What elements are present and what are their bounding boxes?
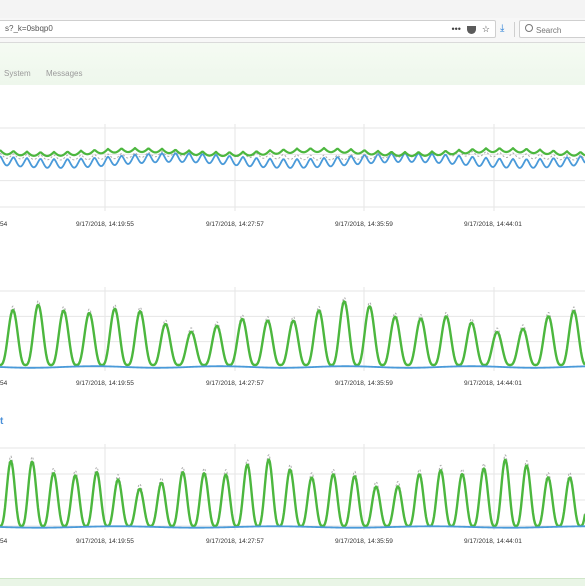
- browser-toolbar: s?_k=0sbqp0 ••• ☆ ⤓: [0, 18, 585, 43]
- series-line-blue: [0, 152, 585, 169]
- x-tick-label: 9/17/2018, 14:35:59: [335, 221, 393, 228]
- x-tick-label: 9/17/2018, 14:19:55: [76, 221, 134, 228]
- more-icon[interactable]: •••: [451, 24, 461, 34]
- star-icon[interactable]: ☆: [481, 24, 490, 34]
- chart-panel-1: 54 9/17/2018, 14:19:55 9/17/2018, 14:27:…: [0, 120, 585, 235]
- url-text: s?_k=0sbqp0: [5, 24, 53, 33]
- tab-messages[interactable]: Messages: [46, 69, 83, 78]
- x-tick-label: 54: [0, 221, 8, 228]
- url-bar-icons: ••• ☆: [451, 22, 490, 37]
- series-line-green: [0, 458, 585, 528]
- window-top-strip: [0, 0, 585, 19]
- bottom-bar: [0, 578, 585, 586]
- search-input[interactable]: [534, 22, 585, 38]
- x-tick-label: 9/17/2018, 14:44:01: [464, 221, 522, 228]
- panel-3-title: t: [0, 416, 4, 427]
- series-line-blue: [0, 525, 585, 529]
- page-header: System Messages: [0, 43, 585, 85]
- x-tick-label: 9/17/2018, 14:27:57: [206, 538, 264, 545]
- x-tick-label: 9/17/2018, 14:27:57: [206, 380, 264, 387]
- search-icon: [525, 24, 533, 32]
- chart-2-plot: [0, 287, 585, 371]
- series-line-dashed: [0, 150, 585, 161]
- series-line-blue: [0, 365, 585, 369]
- chart-panel-3: 54 9/17/2018, 14:19:55 9/17/2018, 14:27:…: [0, 440, 585, 552]
- x-tick-label: 54: [0, 380, 8, 387]
- chart-1-plot: [0, 124, 585, 211]
- tab-system[interactable]: System: [4, 69, 31, 78]
- x-tick-label: 9/17/2018, 14:35:59: [335, 380, 393, 387]
- x-tick-label: 9/17/2018, 14:35:59: [335, 538, 393, 545]
- x-tick-label: 9/17/2018, 14:19:55: [76, 380, 134, 387]
- x-tick-label: 9/17/2018, 14:44:01: [464, 538, 522, 545]
- x-tick-label: 54: [0, 538, 8, 545]
- x-tick-label: 9/17/2018, 14:27:57: [206, 221, 264, 228]
- url-bar[interactable]: s?_k=0sbqp0 ••• ☆: [0, 20, 496, 38]
- chart-3-plot: [0, 444, 585, 530]
- x-tick-label: 9/17/2018, 14:19:55: [76, 538, 134, 545]
- download-icon[interactable]: ⤓: [500, 23, 505, 34]
- toolbar-separator: [514, 22, 515, 37]
- x-tick-label: 9/17/2018, 14:44:01: [464, 380, 522, 387]
- chart-panel-2: 54 9/17/2018, 14:19:55 9/17/2018, 14:27:…: [0, 283, 585, 393]
- series-line-green: [0, 300, 585, 367]
- pocket-icon[interactable]: [466, 25, 476, 34]
- series-line-green: [0, 146, 585, 158]
- search-box[interactable]: [519, 20, 585, 38]
